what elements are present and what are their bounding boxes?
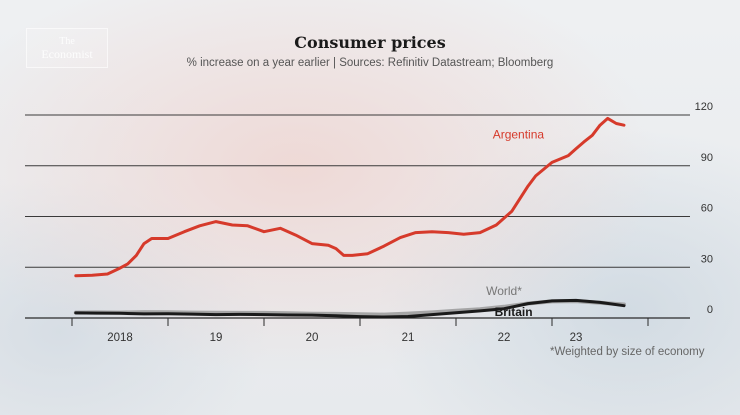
y-tick-labels: 0 30 60 90 120 [695, 101, 713, 316]
x-tick-label: 19 [210, 332, 223, 344]
series-labels: Argentina World* Britain [486, 128, 544, 319]
series-lines [73, 116, 626, 319]
economist-logo: The Economist [26, 28, 108, 68]
series-line-argentina [74, 116, 626, 278]
y-tick-label: 30 [701, 253, 713, 265]
chart-subtitle: % increase on a year earlier | Sources: … [186, 57, 554, 69]
logo-text-line2: Economist [41, 47, 93, 61]
series-label-britain: Britain [495, 305, 533, 319]
x-tick-label: 2018 [107, 332, 133, 344]
gridlines [25, 114, 690, 319]
series-label-world: World* [486, 284, 522, 298]
y-tick-label: 60 [701, 203, 713, 215]
y-tick-label: 90 [701, 152, 713, 164]
y-tick-label: 120 [695, 101, 713, 113]
x-tick-label: 20 [306, 332, 319, 344]
series-line-britain [74, 298, 626, 319]
series-label-argentina: Argentina [493, 128, 545, 142]
chart-title: Consumer prices [294, 33, 446, 52]
footnote: *Weighted by size of economy [550, 346, 705, 358]
x-tick-label: 21 [402, 332, 415, 344]
x-tick-label: 22 [498, 332, 511, 344]
y-tick-label: 0 [707, 304, 713, 316]
x-axis: 2018 19 20 21 22 23 [71, 318, 649, 344]
logo-text-line1: The [59, 36, 75, 47]
x-tick-label: 23 [570, 332, 583, 344]
